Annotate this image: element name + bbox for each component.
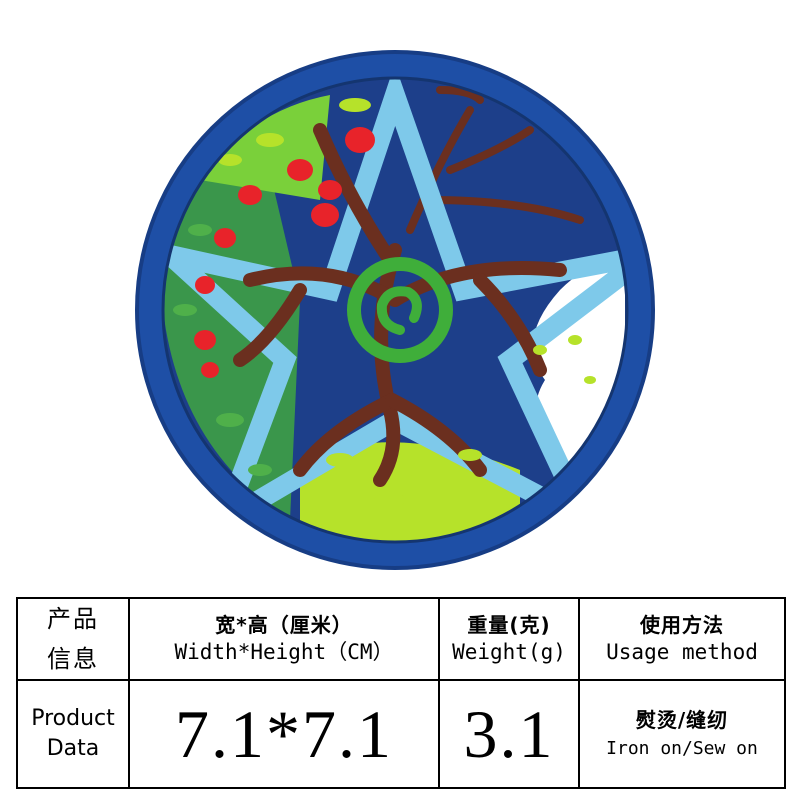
usage-header-cn: 使用方法 [640, 613, 724, 637]
size-value: 7.1*7.1 [175, 696, 393, 772]
row-label-cn-line1: 产品 [47, 605, 99, 633]
spiral-inner [376, 286, 422, 335]
size-header-cell: 宽*高（厘米） Width*Height（CM） [128, 597, 440, 681]
usage-value-cell: 熨烫/缝纫 Iron on/Sew on [578, 679, 786, 789]
weight-value-cell: 3.1 [438, 679, 580, 789]
usage-header-cell: 使用方法 Usage method [578, 597, 786, 681]
row-label-en-line2: Data [46, 736, 100, 761]
weight-header-cell: 重量(克) Weight(g) [438, 597, 580, 681]
size-value-cell: 7.1*7.1 [128, 679, 440, 789]
usage-value-en: Iron on/Sew on [606, 738, 758, 759]
size-header-cn: 宽*高（厘米） [215, 613, 353, 637]
usage-value-cn: 熨烫/缝纫 [635, 708, 729, 732]
spiral-outer [347, 257, 453, 363]
row-label-en-line1: Product [31, 706, 115, 731]
weight-header-en: Weight(g) [452, 640, 566, 664]
usage-header-en: Usage method [606, 640, 758, 664]
table-value-row: Product Data 7.1*7.1 3.1 熨烫/缝纫 Iron on/S… [16, 679, 786, 789]
row-label-cell-cn: 产品 信息 [16, 597, 130, 681]
weight-value: 3.1 [463, 696, 555, 772]
row-label-cn-line2: 信息 [47, 645, 99, 673]
row-label-cell-en: Product Data [16, 679, 130, 789]
product-info-table: 产品 信息 宽*高（厘米） Width*Height（CM） 重量(克) Wei… [16, 597, 786, 789]
weight-header-cn: 重量(克) [467, 613, 551, 637]
embroidered-patch-image [135, 50, 655, 570]
size-header-en: Width*Height（CM） [174, 640, 394, 664]
table-header-row: 产品 信息 宽*高（厘米） Width*Height（CM） 重量(克) Wei… [16, 597, 786, 681]
